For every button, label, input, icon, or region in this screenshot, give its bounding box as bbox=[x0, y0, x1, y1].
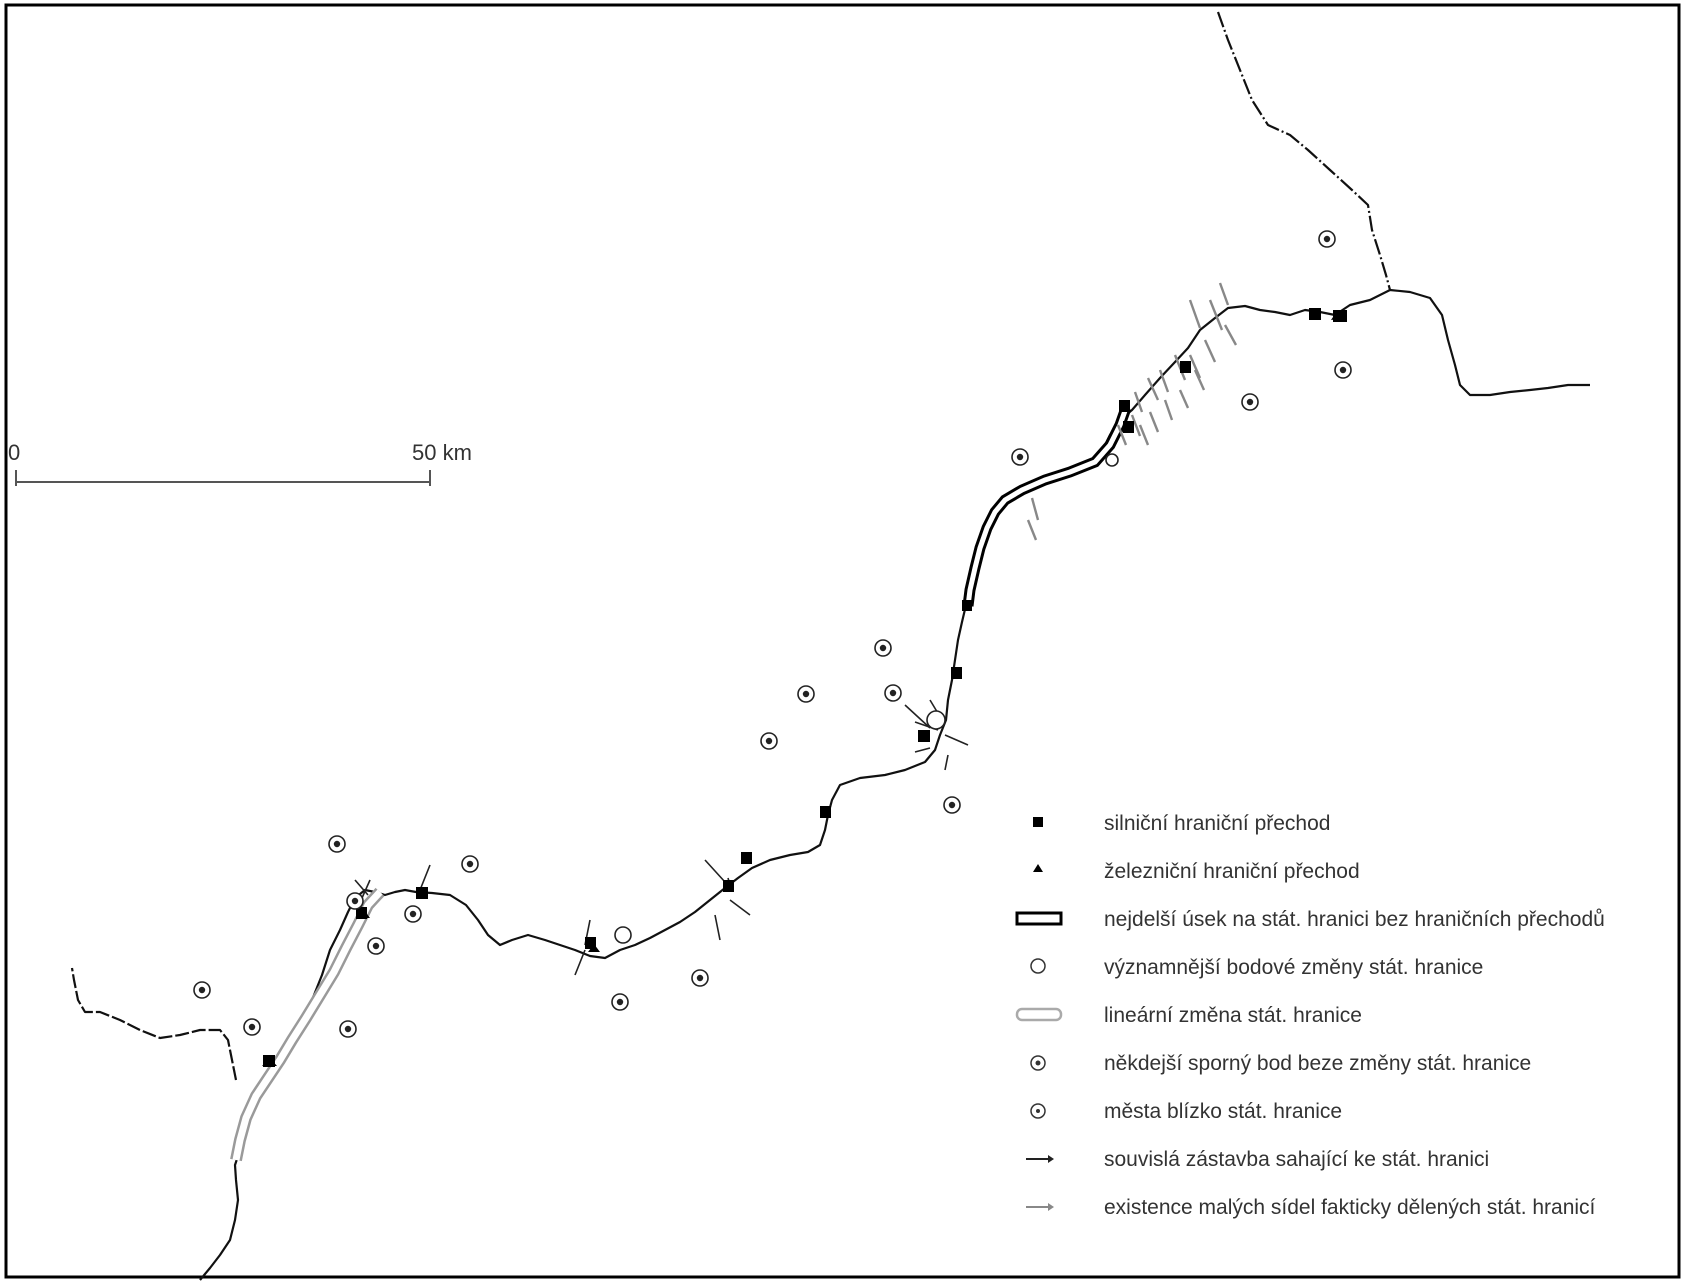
legend-label-point-change: významnější bodové změny stát. hranice bbox=[1104, 956, 1483, 979]
scale-start-label: 0 bbox=[8, 440, 20, 465]
scale-end-label: 50 km bbox=[412, 440, 472, 465]
legend-label-builtup: souvislá zástavba sahající ke stát. hran… bbox=[1104, 1148, 1489, 1171]
legend-label-towns: města blízko stát. hranice bbox=[1104, 1100, 1342, 1123]
legend-label-disputed-point: někdejší sporný bod beze změny stát. hra… bbox=[1104, 1052, 1531, 1075]
map-frame-border bbox=[4, 3, 1681, 1279]
divided-settlement-ticks bbox=[1026, 282, 1238, 541]
state-border bbox=[70, 11, 1590, 1281]
legend-road-crossing-symbol bbox=[1033, 817, 1043, 827]
longest-section-double-line bbox=[962, 406, 1132, 607]
contiguous-builtup-arrows bbox=[354, 699, 969, 976]
legend-longest-section-symbol bbox=[1015, 911, 1063, 926]
legend-linear-change-symbol bbox=[1015, 1007, 1063, 1022]
legend-label-linear-change: lineární změna stát. hranice bbox=[1104, 1004, 1362, 1027]
legend-label-divided-settlements: existence malých sídel fakticky dělených… bbox=[1104, 1196, 1596, 1219]
linear-change-grey-line bbox=[230, 887, 385, 1162]
legend-rail-crossing-symbol bbox=[1033, 864, 1043, 872]
rail-crossings bbox=[262, 311, 1345, 1066]
legend-divided-settlement-icon bbox=[1026, 1203, 1054, 1211]
legend-town-dot bbox=[1036, 1109, 1040, 1113]
legend-label-longest-section: nejdelší úsek na stát. hranici bez hrani… bbox=[1104, 908, 1605, 931]
legend: silniční hraniční přechod železniční hra… bbox=[1015, 812, 1605, 1219]
legend-point-change-symbol bbox=[1030, 958, 1046, 974]
legend-label-rail-crossing: železniční hraniční přechod bbox=[1104, 860, 1360, 883]
legend-builtup-arrow-icon bbox=[1026, 1155, 1054, 1163]
point-changes bbox=[614, 453, 1119, 944]
legend-disputed-point-dot bbox=[1035, 1060, 1041, 1066]
legend-label-road-crossing: silniční hraniční přechod bbox=[1104, 812, 1330, 835]
scale-bar: 0 50 km bbox=[8, 440, 472, 486]
towns-near-border bbox=[193, 230, 1352, 1038]
